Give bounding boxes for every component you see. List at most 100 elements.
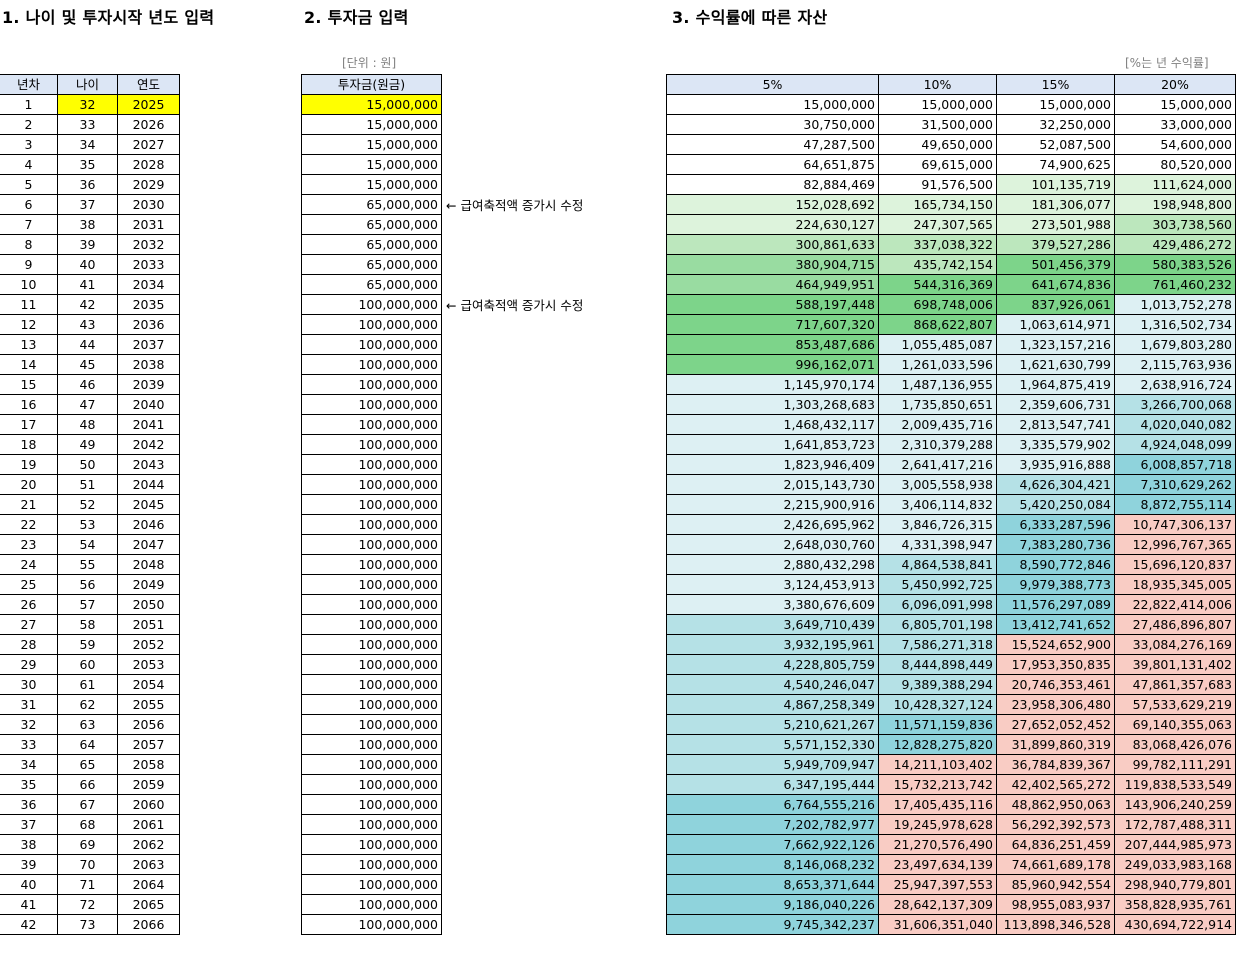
asset-value-cell[interactable]: 1,063,614,971 xyxy=(996,314,1115,335)
asset-value-cell[interactable]: 1,621,630,799 xyxy=(996,354,1115,375)
asset-value-cell[interactable]: 464,949,951 xyxy=(666,274,879,295)
investment-cell[interactable]: 65,000,000 xyxy=(301,254,442,275)
year-count-cell[interactable]: 22 xyxy=(0,514,58,535)
age-cell[interactable]: 61 xyxy=(57,674,118,695)
year-cell[interactable]: 2051 xyxy=(117,614,180,635)
asset-value-cell[interactable]: 15,000,000 xyxy=(996,94,1115,115)
year-count-cell[interactable]: 21 xyxy=(0,494,58,515)
investment-cell[interactable]: 100,000,000 xyxy=(301,474,442,495)
year-count-cell[interactable]: 28 xyxy=(0,634,58,655)
year-cell[interactable]: 2043 xyxy=(117,454,180,475)
year-count-cell[interactable]: 41 xyxy=(0,894,58,915)
year-cell[interactable]: 2059 xyxy=(117,774,180,795)
age-cell[interactable]: 57 xyxy=(57,594,118,615)
asset-value-cell[interactable]: 4,626,304,421 xyxy=(996,474,1115,495)
investment-cell[interactable]: 100,000,000 xyxy=(301,394,442,415)
year-cell[interactable]: 2063 xyxy=(117,854,180,875)
year-cell[interactable]: 2033 xyxy=(117,254,180,275)
year-cell[interactable]: 2032 xyxy=(117,234,180,255)
investment-cell[interactable]: 65,000,000 xyxy=(301,234,442,255)
asset-value-cell[interactable]: 5,450,992,725 xyxy=(878,574,997,595)
year-count-cell[interactable]: 25 xyxy=(0,574,58,595)
asset-value-cell[interactable]: 32,250,000 xyxy=(996,114,1115,135)
asset-value-cell[interactable]: 48,862,950,063 xyxy=(996,794,1115,815)
age-cell[interactable]: 56 xyxy=(57,574,118,595)
investment-cell[interactable]: 100,000,000 xyxy=(301,814,442,835)
year-count-cell[interactable]: 40 xyxy=(0,874,58,895)
year-cell[interactable]: 2046 xyxy=(117,514,180,535)
age-cell[interactable]: 49 xyxy=(57,434,118,455)
asset-value-cell[interactable]: 717,607,320 xyxy=(666,314,879,335)
year-count-cell[interactable]: 14 xyxy=(0,354,58,375)
age-cell[interactable]: 46 xyxy=(57,374,118,395)
asset-value-cell[interactable]: 3,005,558,938 xyxy=(878,474,997,495)
year-count-cell[interactable]: 30 xyxy=(0,674,58,695)
asset-value-cell[interactable]: 2,015,143,730 xyxy=(666,474,879,495)
asset-value-cell[interactable]: 3,846,726,315 xyxy=(878,514,997,535)
asset-value-cell[interactable]: 47,287,500 xyxy=(666,134,879,155)
asset-value-cell[interactable]: 119,838,533,549 xyxy=(1114,774,1236,795)
investment-cell[interactable]: 100,000,000 xyxy=(301,654,442,675)
asset-value-cell[interactable]: 27,486,896,807 xyxy=(1114,614,1236,635)
investment-cell[interactable]: 15,000,000 xyxy=(301,154,442,175)
asset-value-cell[interactable]: 1,316,502,734 xyxy=(1114,314,1236,335)
asset-value-cell[interactable]: 10,747,306,137 xyxy=(1114,514,1236,535)
age-cell[interactable]: 71 xyxy=(57,874,118,895)
year-count-cell[interactable]: 12 xyxy=(0,314,58,335)
age-cell[interactable]: 48 xyxy=(57,414,118,435)
asset-value-cell[interactable]: 300,861,633 xyxy=(666,234,879,255)
asset-value-cell[interactable]: 379,527,286 xyxy=(996,234,1115,255)
asset-value-cell[interactable]: 207,444,985,973 xyxy=(1114,834,1236,855)
asset-value-cell[interactable]: 143,906,240,259 xyxy=(1114,794,1236,815)
asset-value-cell[interactable]: 2,115,763,936 xyxy=(1114,354,1236,375)
age-cell[interactable]: 70 xyxy=(57,854,118,875)
asset-value-cell[interactable]: 1,013,752,278 xyxy=(1114,294,1236,315)
investment-cell[interactable]: 15,000,000 xyxy=(301,114,442,135)
asset-value-cell[interactable]: 3,380,676,609 xyxy=(666,594,879,615)
asset-value-cell[interactable]: 4,020,040,082 xyxy=(1114,414,1236,435)
year-count-cell[interactable]: 20 xyxy=(0,474,58,495)
asset-value-cell[interactable]: 6,008,857,718 xyxy=(1114,454,1236,475)
asset-value-cell[interactable]: 588,197,448 xyxy=(666,294,879,315)
asset-value-cell[interactable]: 30,750,000 xyxy=(666,114,879,135)
asset-value-cell[interactable]: 544,316,369 xyxy=(878,274,997,295)
asset-value-cell[interactable]: 11,571,159,836 xyxy=(878,714,997,735)
asset-value-cell[interactable]: 3,335,579,902 xyxy=(996,434,1115,455)
asset-value-cell[interactable]: 9,389,388,294 xyxy=(878,674,997,695)
asset-value-cell[interactable]: 1,468,432,117 xyxy=(666,414,879,435)
age-cell[interactable]: 64 xyxy=(57,734,118,755)
asset-value-cell[interactable]: 6,096,091,998 xyxy=(878,594,997,615)
investment-cell[interactable]: 100,000,000 xyxy=(301,494,442,515)
year-count-cell[interactable]: 27 xyxy=(0,614,58,635)
asset-value-cell[interactable]: 303,738,560 xyxy=(1114,214,1236,235)
year-count-cell[interactable]: 10 xyxy=(0,274,58,295)
asset-value-cell[interactable]: 56,292,392,573 xyxy=(996,814,1115,835)
year-cell[interactable]: 2030 xyxy=(117,194,180,215)
asset-value-cell[interactable]: 501,456,379 xyxy=(996,254,1115,275)
asset-value-cell[interactable]: 181,306,077 xyxy=(996,194,1115,215)
asset-value-cell[interactable]: 4,864,538,841 xyxy=(878,554,997,575)
asset-value-cell[interactable]: 358,828,935,761 xyxy=(1114,894,1236,915)
year-cell[interactable]: 2038 xyxy=(117,354,180,375)
year-cell[interactable]: 2039 xyxy=(117,374,180,395)
year-count-cell[interactable]: 36 xyxy=(0,794,58,815)
investment-cell[interactable]: 15,000,000 xyxy=(301,174,442,195)
age-cell[interactable]: 65 xyxy=(57,754,118,775)
asset-value-cell[interactable]: 64,836,251,459 xyxy=(996,834,1115,855)
year-count-cell[interactable]: 7 xyxy=(0,214,58,235)
age-cell[interactable]: 51 xyxy=(57,474,118,495)
asset-value-cell[interactable]: 8,146,068,232 xyxy=(666,854,879,875)
asset-value-cell[interactable]: 91,576,500 xyxy=(878,174,997,195)
asset-value-cell[interactable]: 15,732,213,742 xyxy=(878,774,997,795)
asset-value-cell[interactable]: 7,202,782,977 xyxy=(666,814,879,835)
investment-cell[interactable]: 100,000,000 xyxy=(301,874,442,895)
asset-value-cell[interactable]: 430,694,722,914 xyxy=(1114,914,1236,935)
asset-value-cell[interactable]: 580,383,526 xyxy=(1114,254,1236,275)
asset-value-cell[interactable]: 1,964,875,419 xyxy=(996,374,1115,395)
asset-value-cell[interactable]: 2,813,547,741 xyxy=(996,414,1115,435)
asset-value-cell[interactable]: 21,270,576,490 xyxy=(878,834,997,855)
asset-value-cell[interactable]: 42,402,565,272 xyxy=(996,774,1115,795)
asset-value-cell[interactable]: 298,940,779,801 xyxy=(1114,874,1236,895)
year-cell[interactable]: 2041 xyxy=(117,414,180,435)
investment-cell[interactable]: 100,000,000 xyxy=(301,454,442,475)
